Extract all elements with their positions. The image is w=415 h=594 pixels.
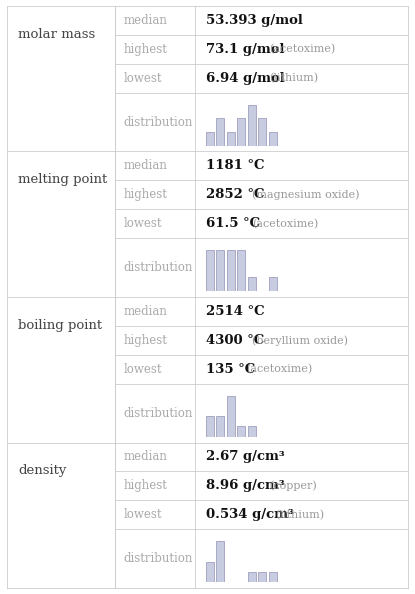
Text: 6.94 g/mol: 6.94 g/mol <box>206 72 285 85</box>
Text: (copper): (copper) <box>269 481 317 491</box>
Text: (beryllium oxide): (beryllium oxide) <box>252 335 348 346</box>
Text: melting point: melting point <box>18 173 107 187</box>
Text: (acetoxime): (acetoxime) <box>246 364 312 374</box>
Bar <box>258 118 266 146</box>
Text: 2852 °C   (magnesium oxide): 2852 °C (magnesium oxide) <box>206 188 415 201</box>
Bar <box>205 132 214 146</box>
Text: 61.5 °C: 61.5 °C <box>206 217 260 230</box>
Bar <box>269 132 277 146</box>
Text: density: density <box>18 465 67 478</box>
Text: highest: highest <box>124 334 167 347</box>
Bar <box>247 426 256 437</box>
Text: highest: highest <box>124 43 167 56</box>
Text: 61.5 °C   (acetoxime): 61.5 °C (acetoxime) <box>206 217 361 230</box>
Bar <box>216 416 225 437</box>
Text: 61.5 °C: 61.5 °C <box>206 217 260 230</box>
Text: 2852 °C: 2852 °C <box>206 188 265 201</box>
Text: (magnesium oxide): (magnesium oxide) <box>252 189 359 200</box>
Text: 73.1 g/mol: 73.1 g/mol <box>206 43 285 56</box>
Text: (acetoxime): (acetoxime) <box>269 44 335 55</box>
Text: 53.393 g/mol: 53.393 g/mol <box>206 14 303 27</box>
Text: 8.96 g/cm³   (copper): 8.96 g/cm³ (copper) <box>206 479 362 492</box>
Bar <box>237 250 245 291</box>
Text: 2514 °C: 2514 °C <box>206 305 265 318</box>
Bar <box>205 416 214 437</box>
Bar <box>216 118 225 146</box>
Bar <box>269 572 277 582</box>
Bar <box>269 277 277 291</box>
Text: (lithium): (lithium) <box>275 510 324 520</box>
Text: 135 °C: 135 °C <box>206 363 255 376</box>
Text: median: median <box>124 450 167 463</box>
Text: 73.1 g/mol   (acetoxime): 73.1 g/mol (acetoxime) <box>206 43 386 56</box>
Text: 0.534 g/cm³: 0.534 g/cm³ <box>206 508 294 522</box>
Bar <box>258 572 266 582</box>
Bar <box>247 105 256 146</box>
Text: 1181 °C: 1181 °C <box>206 159 265 172</box>
Text: 6.94 g/mol   (lithium): 6.94 g/mol (lithium) <box>206 72 365 85</box>
Text: 2852 °C: 2852 °C <box>206 188 265 201</box>
Text: distribution: distribution <box>124 552 193 565</box>
Bar <box>237 118 245 146</box>
Bar <box>227 250 235 291</box>
Text: lowest: lowest <box>124 363 162 376</box>
Bar <box>216 250 225 291</box>
Bar <box>205 250 214 291</box>
Bar <box>216 541 225 582</box>
Text: 8.96 g/cm³: 8.96 g/cm³ <box>206 479 285 492</box>
Text: 4300 °C: 4300 °C <box>206 334 264 347</box>
Text: 4300 °C   (beryllium oxide): 4300 °C (beryllium oxide) <box>206 334 405 347</box>
Text: 135 °C: 135 °C <box>206 363 255 376</box>
Bar <box>205 562 214 582</box>
Text: lowest: lowest <box>124 217 162 230</box>
Text: 8.96 g/cm³: 8.96 g/cm³ <box>206 479 285 492</box>
Text: median: median <box>124 14 167 27</box>
Bar <box>237 426 245 437</box>
Text: 0.534 g/cm³   (lithium): 0.534 g/cm³ (lithium) <box>206 508 374 522</box>
Text: distribution: distribution <box>124 407 193 419</box>
Bar <box>227 132 235 146</box>
Text: boiling point: boiling point <box>18 319 103 332</box>
Text: lowest: lowest <box>124 508 162 522</box>
Text: 6.94 g/mol: 6.94 g/mol <box>206 72 285 85</box>
Text: highest: highest <box>124 479 167 492</box>
Text: 135 °C   (acetoxime): 135 °C (acetoxime) <box>206 363 356 376</box>
Text: distribution: distribution <box>124 261 193 274</box>
Text: molar mass: molar mass <box>18 28 95 41</box>
Text: median: median <box>124 159 167 172</box>
Text: median: median <box>124 305 167 318</box>
Text: (lithium): (lithium) <box>269 73 318 83</box>
Bar <box>247 572 256 582</box>
Text: distribution: distribution <box>124 116 193 128</box>
Text: lowest: lowest <box>124 72 162 85</box>
Text: highest: highest <box>124 188 167 201</box>
Text: 0.534 g/cm³: 0.534 g/cm³ <box>206 508 294 522</box>
Text: 4300 °C: 4300 °C <box>206 334 264 347</box>
Text: 73.1 g/mol: 73.1 g/mol <box>206 43 285 56</box>
Text: 2.67 g/cm³: 2.67 g/cm³ <box>206 450 285 463</box>
Bar <box>247 277 256 291</box>
Text: (acetoxime): (acetoxime) <box>252 219 318 229</box>
Bar <box>227 396 235 437</box>
